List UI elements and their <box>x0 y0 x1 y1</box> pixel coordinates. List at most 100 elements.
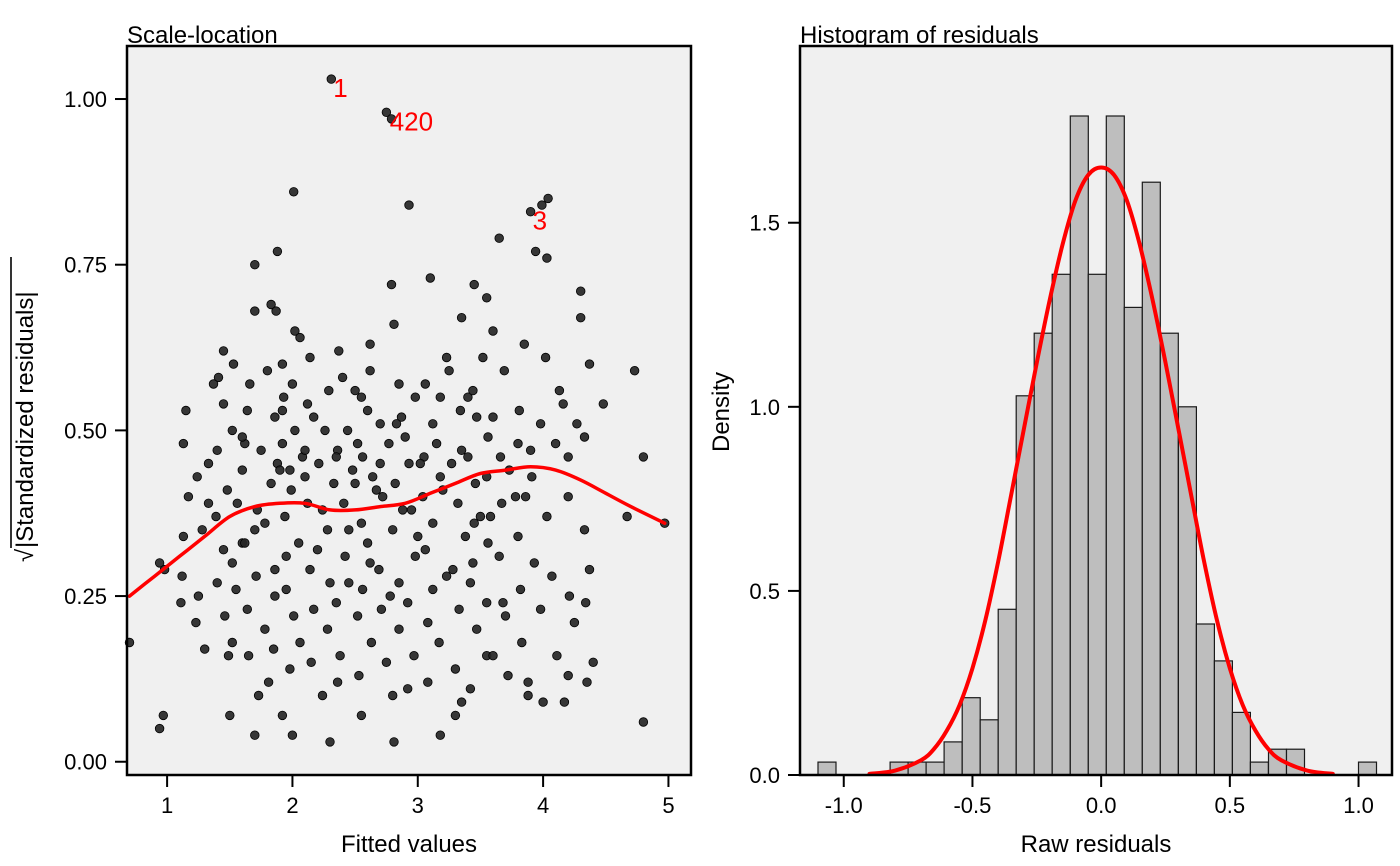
data-point <box>381 657 392 668</box>
data-point <box>191 617 201 628</box>
data-point <box>468 385 478 396</box>
data-point <box>250 260 260 270</box>
data-point <box>306 657 316 668</box>
data-point <box>285 465 295 475</box>
data-point <box>231 584 241 595</box>
data-point <box>415 458 426 469</box>
data-point <box>268 644 279 654</box>
data-point <box>320 425 330 436</box>
data-point <box>588 657 598 668</box>
histogram-frame <box>798 44 1394 777</box>
outlier-label: 1 <box>333 73 347 103</box>
data-point <box>253 690 264 701</box>
data-point <box>335 651 345 661</box>
data-point <box>277 359 288 369</box>
data-point <box>337 372 348 383</box>
scale-location-points <box>124 74 670 747</box>
x-tick-label: 1 <box>161 793 173 818</box>
data-point <box>305 564 315 575</box>
data-point <box>394 578 404 588</box>
data-point <box>352 438 363 449</box>
data-point <box>497 498 507 509</box>
histogram-title: Histogram of residuals <box>800 22 1039 49</box>
data-point <box>435 472 446 482</box>
data-point <box>535 604 546 615</box>
data-point <box>290 425 300 436</box>
data-point <box>622 511 632 522</box>
histogram-panel: Histogram of residuals -1.0 -0.5 0.0 0.5 1.0… <box>708 22 1394 858</box>
x-tick-label: 0.0 <box>1086 793 1117 818</box>
data-point <box>513 438 523 449</box>
data-point <box>357 452 368 462</box>
data-point <box>499 366 510 376</box>
data-point <box>203 458 214 469</box>
data-point <box>289 611 299 621</box>
data-point <box>356 392 367 402</box>
data-point <box>279 392 289 402</box>
data-point <box>366 637 377 648</box>
y-tick-label: 0.50 <box>64 418 107 443</box>
data-point <box>208 379 219 389</box>
data-point <box>154 723 165 734</box>
data-point <box>510 492 521 502</box>
data-point <box>266 478 276 489</box>
x-tick-label: 4 <box>537 793 549 818</box>
data-point <box>400 432 410 442</box>
data-point <box>444 366 454 376</box>
data-point <box>362 405 373 416</box>
data-point <box>394 379 404 389</box>
data-point <box>192 472 202 482</box>
data-point <box>344 525 354 535</box>
data-point <box>357 584 368 595</box>
data-point <box>250 306 260 316</box>
data-point <box>446 458 457 469</box>
data-point <box>428 518 438 528</box>
outlier-label: 420 <box>390 106 433 136</box>
data-point <box>158 710 169 721</box>
x-tick-label: 2 <box>286 793 298 818</box>
data-point <box>576 286 586 296</box>
histogram-bar <box>1195 623 1216 776</box>
data-point <box>472 624 482 634</box>
data-point <box>287 379 298 389</box>
data-point <box>178 438 189 449</box>
data-point <box>181 405 191 416</box>
data-point <box>569 617 580 628</box>
histogram-bar <box>1051 273 1071 776</box>
data-point <box>403 598 413 608</box>
histogram-bars <box>817 115 1378 776</box>
data-point <box>325 578 335 588</box>
data-point <box>456 445 467 456</box>
data-point <box>488 326 498 336</box>
data-point <box>386 114 397 124</box>
data-point <box>513 531 523 542</box>
data-point <box>478 352 488 363</box>
data-point <box>394 624 404 634</box>
data-point <box>494 551 504 562</box>
data-point <box>483 538 493 548</box>
data-point <box>218 545 229 555</box>
data-point <box>403 684 413 694</box>
data-point <box>434 637 444 648</box>
data-point <box>262 366 273 376</box>
data-point <box>329 478 339 489</box>
data-point <box>404 200 414 210</box>
data-point <box>260 518 270 528</box>
data-point <box>498 598 508 608</box>
data-point <box>530 246 541 257</box>
data-point <box>178 531 189 542</box>
data-point <box>584 564 595 575</box>
data-point <box>448 564 458 575</box>
data-point <box>384 438 394 449</box>
data-point <box>515 584 526 595</box>
data-point <box>435 730 446 740</box>
data-point <box>289 187 299 197</box>
data-point <box>488 651 498 661</box>
data-point <box>368 472 378 482</box>
data-point <box>286 485 296 495</box>
data-point <box>500 611 511 621</box>
data-point <box>350 478 360 489</box>
scale-location-panel: Scale-location 1 2 3 4 5 0.00 0.25 0.50 0.75 1.00… <box>10 22 693 858</box>
histogram-bar <box>979 719 999 776</box>
scale-location-x-axis-title: Fitted values <box>341 831 477 858</box>
